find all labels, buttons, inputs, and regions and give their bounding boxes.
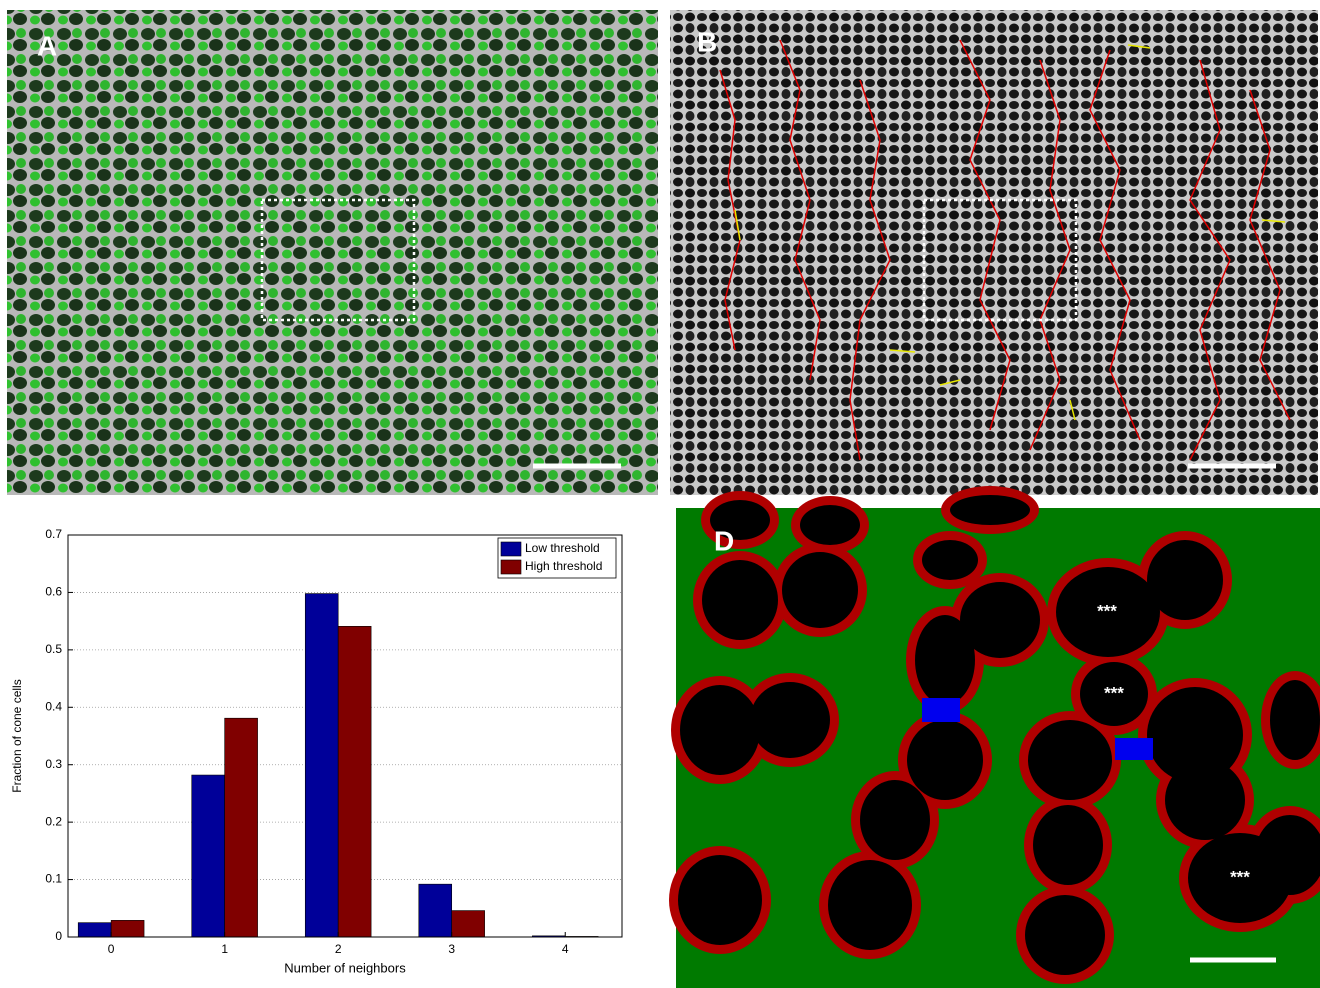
cone-cell xyxy=(1165,760,1245,840)
micrograph xyxy=(670,10,1318,495)
cone-cell xyxy=(860,780,930,860)
bar xyxy=(305,594,338,937)
annotation: *** xyxy=(1104,683,1124,702)
cone-cell xyxy=(1147,540,1223,620)
bar xyxy=(192,775,225,937)
bar xyxy=(452,911,485,937)
x-tick-label: 3 xyxy=(448,942,455,956)
y-tick-label: 0.7 xyxy=(45,527,62,541)
y-axis-label: Fraction of cone cells xyxy=(10,679,24,792)
y-tick-label: 0.4 xyxy=(45,699,62,713)
cone-cell xyxy=(750,682,830,758)
page: A B C 00.10.20.30.40.50.60.701234Number … xyxy=(0,0,1320,988)
micrograph xyxy=(7,10,658,495)
x-tick-label: 0 xyxy=(108,942,115,956)
x-tick-label: 1 xyxy=(221,942,228,956)
annotation: *** xyxy=(1097,601,1117,620)
cone-cell xyxy=(1270,680,1320,760)
contact xyxy=(1115,738,1153,760)
cone-cell xyxy=(907,720,983,800)
cone-cell xyxy=(1025,895,1105,975)
cone-cell xyxy=(800,505,860,545)
cone-cell xyxy=(680,685,760,775)
cone-cell xyxy=(678,855,762,945)
legend-swatch xyxy=(501,560,521,574)
cone-cell xyxy=(828,860,912,950)
cone-cell xyxy=(922,540,978,580)
figure: A B C 00.10.20.30.40.50.60.701234Number … xyxy=(0,0,1320,988)
cone-cell xyxy=(1028,720,1112,800)
panel-label: A xyxy=(37,30,57,61)
legend-label: Low threshold xyxy=(525,541,600,555)
bar xyxy=(111,920,144,937)
cone-cell xyxy=(915,615,975,705)
x-tick-label: 4 xyxy=(562,942,569,956)
bar xyxy=(225,718,258,937)
x-tick-label: 2 xyxy=(335,942,342,956)
bar xyxy=(338,626,371,937)
y-tick-label: 0.6 xyxy=(45,585,62,599)
panel-a: A xyxy=(7,10,658,495)
bar xyxy=(419,884,452,937)
panel-label: D xyxy=(714,525,734,556)
y-tick-label: 0.1 xyxy=(45,872,62,886)
bar xyxy=(78,923,111,937)
panel-label: B xyxy=(697,26,717,57)
contact xyxy=(922,698,960,722)
y-tick-label: 0.3 xyxy=(45,757,62,771)
x-axis-label: Number of neighbors xyxy=(284,960,406,975)
legend-label: High threshold xyxy=(525,559,602,573)
panel-d: D *** *** *** xyxy=(669,486,1320,988)
cone-cell xyxy=(950,495,1030,525)
y-tick-label: 0.2 xyxy=(45,814,62,828)
cone-cell xyxy=(1033,805,1103,885)
annotation: *** xyxy=(1230,867,1250,886)
cone-cell xyxy=(702,560,778,640)
legend-swatch xyxy=(501,542,521,556)
cone-cell xyxy=(782,552,858,628)
panel-b: B xyxy=(670,10,1318,495)
y-tick-label: 0.5 xyxy=(45,642,62,656)
y-tick-label: 0 xyxy=(55,929,62,943)
